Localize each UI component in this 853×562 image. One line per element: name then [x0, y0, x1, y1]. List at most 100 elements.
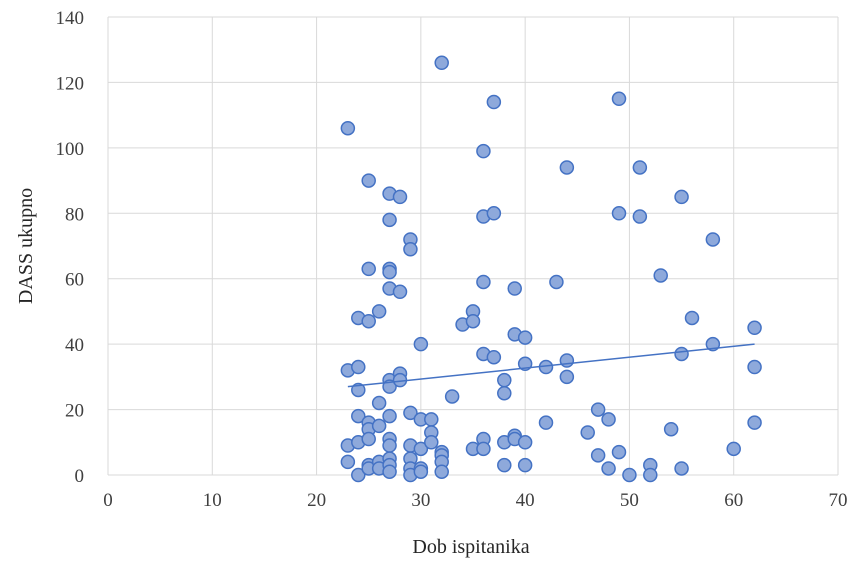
data-point: [726, 441, 741, 457]
y-tick-label: 140: [56, 8, 85, 29]
y-tick-label: 60: [65, 270, 84, 291]
data-point: [559, 353, 575, 368]
data-point: [580, 425, 595, 440]
data-point: [476, 143, 491, 159]
data-point: [632, 160, 648, 175]
y-tick-label: 0: [75, 466, 85, 487]
data-point: [486, 349, 502, 365]
data-point: [559, 369, 575, 385]
data-point: [507, 281, 522, 296]
x-tick-label: 30: [411, 490, 430, 511]
x-tick-label: 50: [620, 490, 639, 511]
x-tick-label: 0: [103, 490, 113, 511]
trendline: [347, 343, 755, 388]
data-point: [517, 457, 533, 473]
data-point: [517, 435, 533, 450]
data-point: [340, 454, 356, 470]
data-point: [590, 402, 606, 417]
data-point: [517, 356, 533, 372]
y-tick-label: 20: [65, 401, 84, 422]
data-point: [382, 264, 397, 280]
data-point: [340, 120, 356, 136]
data-point: [549, 274, 564, 290]
data-point: [747, 359, 762, 375]
data-point: [674, 461, 689, 476]
data-point: [434, 55, 449, 71]
gridlines: [107, 16, 839, 476]
data-point: [559, 160, 575, 175]
y-axis-title: DASS ukupno: [15, 188, 37, 304]
data-point: [476, 274, 491, 290]
data-point: [486, 94, 502, 110]
data-point: [361, 261, 376, 277]
data-point: [476, 441, 491, 457]
data-point: [497, 385, 512, 401]
data-point: [382, 438, 397, 453]
data-point: [371, 395, 387, 411]
data-point: [705, 336, 721, 352]
data-point: [361, 173, 376, 188]
data-point: [403, 405, 418, 421]
data-point: [361, 313, 376, 329]
data-point: [434, 464, 449, 479]
data-point: [444, 389, 460, 404]
data-point: [382, 379, 397, 394]
x-tick-label: 60: [724, 490, 743, 511]
x-axis-title: Dob ispitanika: [412, 536, 529, 558]
data-point: [611, 91, 627, 107]
data-point: [465, 313, 481, 329]
data-point: [747, 415, 762, 430]
data-point: [371, 418, 387, 434]
data-point: [351, 408, 366, 424]
data-point: [517, 330, 533, 345]
x-axis-ticks: 0 10 20 30 40 50 60 70: [103, 490, 847, 511]
data-point: [392, 284, 408, 300]
x-tick-label: 10: [203, 490, 222, 511]
data-point: [382, 408, 397, 424]
data-point: [497, 372, 512, 388]
data-point: [351, 382, 366, 398]
data-point: [590, 448, 606, 463]
data-point: [611, 444, 627, 460]
data-point: [674, 189, 689, 205]
data-point: [424, 435, 439, 450]
data-point: [643, 467, 658, 483]
data-point: [486, 206, 502, 221]
data-point: [611, 206, 627, 221]
data-point: [413, 336, 429, 352]
data-point: [663, 421, 679, 437]
x-tick-label: 40: [516, 490, 535, 511]
data-point: [622, 467, 637, 483]
data-point: [601, 461, 616, 476]
data-point: [361, 431, 376, 447]
data-point: [413, 441, 429, 457]
y-tick-label: 40: [65, 335, 84, 356]
data-point: [403, 242, 418, 257]
data-point: [392, 189, 408, 205]
data-point: [538, 415, 554, 430]
data-point: [632, 209, 648, 224]
data-point: [351, 467, 366, 483]
data-point: [674, 346, 689, 362]
y-tick-label: 80: [65, 204, 84, 225]
data-point: [371, 304, 387, 319]
data-point: [413, 464, 429, 479]
data-point: [747, 320, 762, 336]
data-point: [684, 310, 700, 326]
y-axis-ticks: 0 20 40 60 80 100 120 140: [56, 8, 85, 487]
data-point: [382, 212, 397, 228]
data-points: [340, 55, 762, 483]
data-point: [351, 359, 366, 375]
data-point: [653, 268, 668, 283]
data-point: [382, 464, 397, 479]
trendline-layer: [347, 343, 755, 388]
data-point: [705, 232, 721, 247]
y-tick-label: 120: [56, 73, 85, 94]
y-tick-label: 100: [56, 139, 85, 160]
data-point: [497, 457, 512, 473]
data-point: [424, 412, 439, 427]
data-point: [601, 412, 616, 427]
x-tick-label: 70: [829, 490, 848, 511]
x-tick-label: 20: [307, 490, 326, 511]
